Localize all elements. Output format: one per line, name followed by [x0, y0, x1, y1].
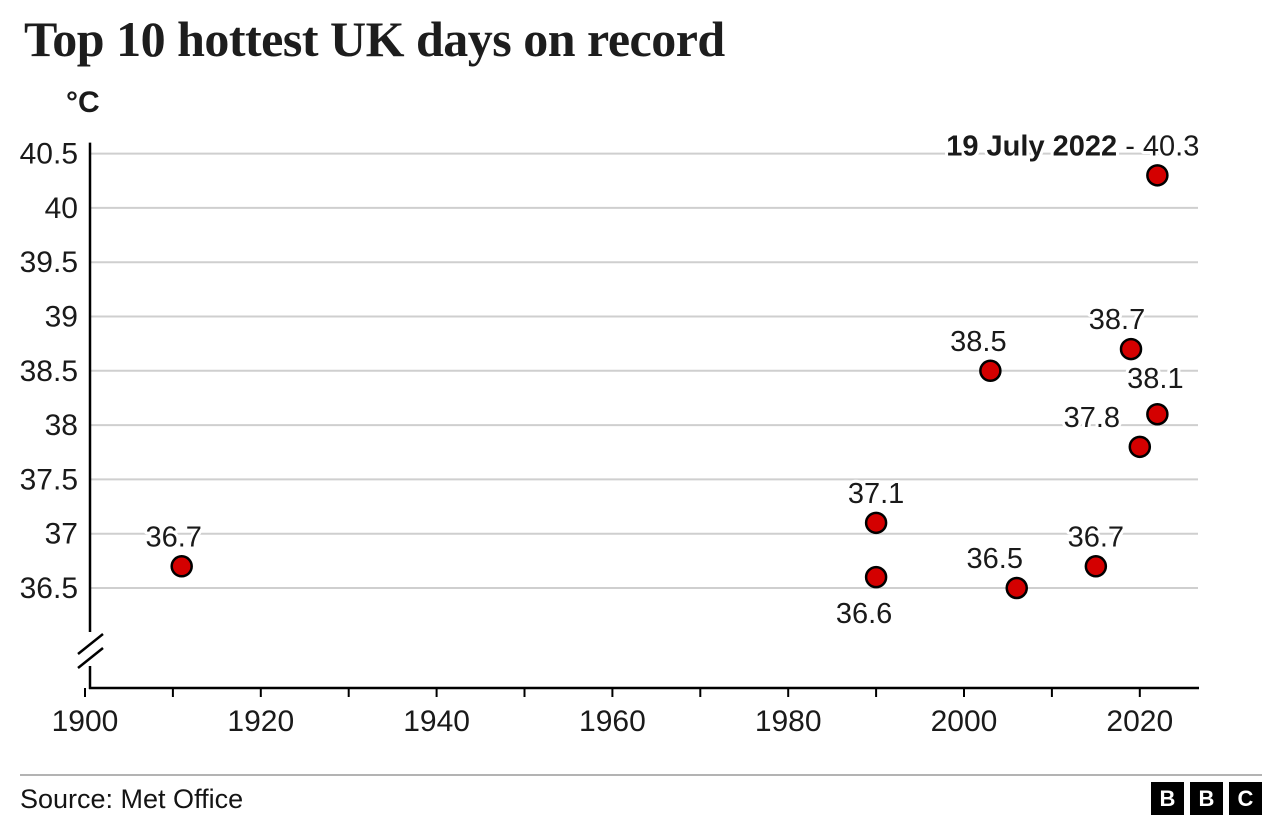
data-point — [1084, 555, 1108, 578]
chart-canvas: 36.5 37 37.5 38 38.5 39 39.5 40 40.5 °C 1900 1920 19… — [19, 86, 1200, 738]
axis-break-mark — [77, 647, 104, 669]
y-tick-label: 39 — [45, 301, 78, 334]
data-point — [979, 359, 1002, 383]
axis-break-mark — [77, 633, 104, 655]
point-value-label: 36.7 — [145, 521, 201, 553]
x-tick-label: 1900 — [52, 705, 119, 738]
bbc-logo-letter-b2: B — [1190, 782, 1223, 815]
data-point — [864, 511, 888, 535]
bbc-logo-letter-c: C — [1229, 782, 1262, 815]
chart-title: Top 10 hottest UK days on record — [24, 11, 725, 67]
y-tick-label: 36.5 — [20, 572, 78, 605]
point-value-label: 38.5 — [950, 326, 1006, 358]
point-value-label: 36.6 — [836, 598, 892, 630]
bbc-logo: B B C — [1151, 782, 1262, 815]
data-point — [1119, 337, 1143, 361]
y-tick-label: 40.5 — [20, 138, 78, 171]
point-value-label: 38.1 — [1127, 363, 1183, 395]
x-tick-label: 2020 — [1106, 705, 1173, 738]
y-tick-label: 37 — [45, 518, 78, 551]
y-axis-unit-label: °C — [66, 86, 100, 119]
x-tick-label: 1920 — [227, 705, 294, 738]
x-tick-label: 1960 — [579, 705, 646, 738]
point-value-label: 36.7 — [1068, 521, 1124, 553]
y-tick-label: 38 — [45, 409, 78, 442]
y-tick-label: 40 — [45, 192, 78, 225]
y-tick-label: 38.5 — [20, 355, 78, 388]
x-tick-label: 2000 — [931, 705, 998, 738]
point-value-label: 37.8 — [1064, 402, 1120, 434]
y-tick-label: 37.5 — [20, 463, 78, 496]
bbc-logo-letter-b1: B — [1151, 782, 1184, 815]
data-point — [1146, 402, 1169, 426]
footer-divider — [20, 774, 1262, 776]
x-tick-label: 1940 — [403, 705, 470, 738]
data-point — [864, 565, 888, 589]
x-tick-label: 1980 — [755, 705, 822, 738]
y-tick-label: 39.5 — [20, 246, 78, 279]
point-value-label: 36.5 — [967, 543, 1023, 575]
source-label: Source: Met Office — [20, 784, 244, 814]
point-annotation: 19 July 2022 - 40.3 — [946, 130, 1199, 162]
data-point — [1005, 576, 1028, 600]
point-value-label: 37.1 — [848, 478, 904, 510]
data-point — [170, 555, 193, 578]
data-point — [1146, 164, 1169, 187]
point-value-label: 38.7 — [1089, 304, 1145, 336]
data-point — [1128, 435, 1152, 459]
